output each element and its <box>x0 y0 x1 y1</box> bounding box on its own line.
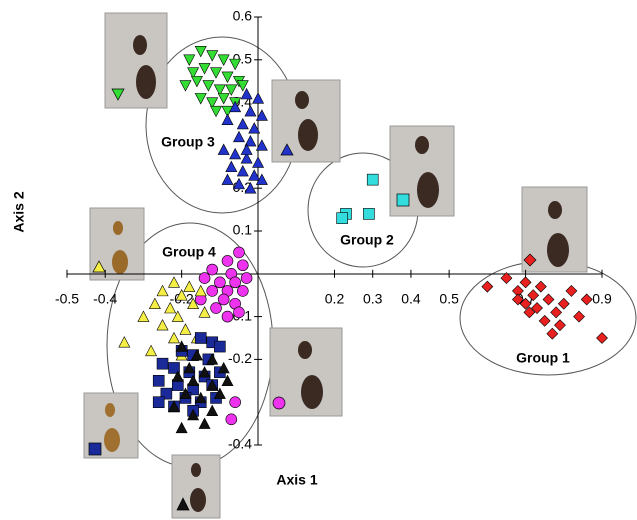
point <box>180 81 191 91</box>
point <box>482 281 493 292</box>
point <box>207 51 218 61</box>
point <box>211 106 222 116</box>
point <box>149 298 160 308</box>
point <box>138 311 149 321</box>
x-tick-label: 0.5 <box>439 291 459 307</box>
point <box>157 320 168 330</box>
point <box>233 247 244 258</box>
point <box>222 114 233 124</box>
point <box>230 277 241 288</box>
point <box>146 345 157 355</box>
point <box>363 208 374 219</box>
point <box>199 63 210 73</box>
point <box>337 213 348 224</box>
point <box>581 294 592 305</box>
point <box>222 255 233 266</box>
group-label: Group 2 <box>340 232 394 248</box>
point <box>207 285 218 296</box>
key-marker <box>89 443 101 455</box>
point <box>211 303 222 314</box>
group-label: Group 3 <box>161 134 215 150</box>
point <box>222 72 233 82</box>
point <box>574 311 585 322</box>
x-tick-label: 0.9 <box>592 291 612 307</box>
point <box>520 277 531 288</box>
x-axis-label: Axis 1 <box>276 472 317 488</box>
point <box>184 55 195 65</box>
point <box>195 46 206 56</box>
y-tick-label: 0.6 <box>233 8 253 24</box>
point <box>195 333 206 344</box>
point <box>237 119 248 129</box>
point <box>551 307 562 318</box>
point <box>253 157 264 167</box>
point <box>207 264 218 275</box>
point <box>195 285 206 295</box>
point <box>226 414 237 425</box>
point <box>237 166 248 176</box>
x-tick-label: -0.5 <box>55 291 79 307</box>
point <box>184 281 195 291</box>
point <box>597 333 608 344</box>
group-label: Group 1 <box>516 350 570 366</box>
point <box>237 285 248 296</box>
point <box>199 307 210 317</box>
point <box>195 93 206 103</box>
point <box>180 324 191 334</box>
point <box>367 174 378 185</box>
point <box>222 174 233 184</box>
point <box>119 337 130 347</box>
point <box>199 418 210 428</box>
y-axis-label: Axis 2 <box>11 191 27 232</box>
y-tick-label: -0.2 <box>228 350 252 366</box>
point <box>543 294 554 305</box>
point <box>207 405 218 415</box>
point <box>199 273 210 284</box>
point <box>253 93 264 103</box>
point <box>214 341 225 352</box>
point <box>226 161 237 171</box>
point <box>157 358 168 369</box>
x-tick-label: 0.2 <box>325 291 345 307</box>
point <box>554 320 565 331</box>
point <box>203 81 214 91</box>
point <box>539 315 550 326</box>
point <box>218 93 229 103</box>
point <box>233 131 244 141</box>
point <box>222 311 233 322</box>
y-tick-label: 0.1 <box>233 222 253 238</box>
point <box>169 333 180 343</box>
point <box>153 375 164 386</box>
photo <box>272 80 340 162</box>
point <box>230 148 241 158</box>
point <box>218 144 229 154</box>
point <box>566 285 577 296</box>
point <box>233 307 244 318</box>
x-tick-label: -0.4 <box>93 291 117 307</box>
point <box>230 397 241 408</box>
point <box>241 273 252 284</box>
point <box>191 76 202 86</box>
point <box>558 298 569 309</box>
key-marker <box>273 397 285 409</box>
point <box>535 281 546 292</box>
key-marker <box>397 194 409 206</box>
point <box>211 68 222 78</box>
chart: Group 3 Group 2 Group 4 Group 1 Axis 1 A… <box>0 0 637 520</box>
x-tick-label: 0.4 <box>401 291 421 307</box>
point <box>214 277 225 288</box>
point <box>218 294 229 305</box>
point <box>547 328 558 339</box>
point <box>176 422 187 432</box>
point <box>237 260 248 271</box>
group-label: Group 4 <box>162 244 216 260</box>
point <box>169 277 180 287</box>
point <box>218 55 229 65</box>
point <box>157 285 168 295</box>
point <box>153 397 164 408</box>
x-tick-label: 0.3 <box>363 291 383 307</box>
y-tick-label: -0.4 <box>228 436 252 452</box>
